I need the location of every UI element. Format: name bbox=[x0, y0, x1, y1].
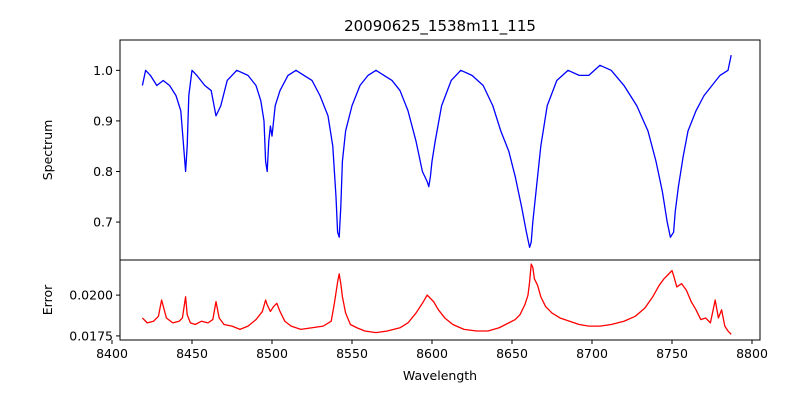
error-panel: Error 0.0175 0.0200 bbox=[40, 259, 761, 343]
spectrum-line bbox=[141, 55, 732, 249]
x-tick-label: 8600 bbox=[416, 346, 448, 361]
x-tick-label: 8700 bbox=[576, 346, 608, 361]
spectrum-panel: Spectrum 0.7 0.8 0.9 1.0 bbox=[40, 39, 761, 261]
x-tick-label: 8500 bbox=[256, 346, 288, 361]
spectrum-y-tick-label: 1.0 bbox=[93, 63, 113, 78]
spectrum-y-tick-label: 0.7 bbox=[93, 215, 113, 230]
spectrum-y-axis-label: Spectrum bbox=[40, 120, 55, 181]
chart-title: 20090625_1538m11_115 bbox=[344, 17, 536, 36]
error-axes-frame bbox=[119, 259, 761, 341]
error-y-tick-label: 0.0175 bbox=[69, 328, 113, 343]
error-y-axis-label: Error bbox=[40, 284, 55, 315]
error-line bbox=[141, 263, 732, 335]
error-y-tick-label: 0.0200 bbox=[69, 288, 113, 303]
x-tick-label: 8800 bbox=[736, 346, 768, 361]
x-tick-label: 8750 bbox=[656, 346, 688, 361]
x-tick-label: 8450 bbox=[176, 346, 208, 361]
x-axis-label: Wavelength bbox=[403, 368, 477, 383]
x-tick-label: 8550 bbox=[336, 346, 368, 361]
x-axis: 8400 8450 8500 8550 8600 8650 8700 8750 8800 bbox=[96, 340, 768, 361]
x-tick-label: 8650 bbox=[496, 346, 528, 361]
spectrum-y-tick-label: 0.8 bbox=[93, 164, 113, 179]
spectrum-y-tick-label: 0.9 bbox=[93, 113, 113, 128]
x-tick-label: 8400 bbox=[96, 346, 128, 361]
